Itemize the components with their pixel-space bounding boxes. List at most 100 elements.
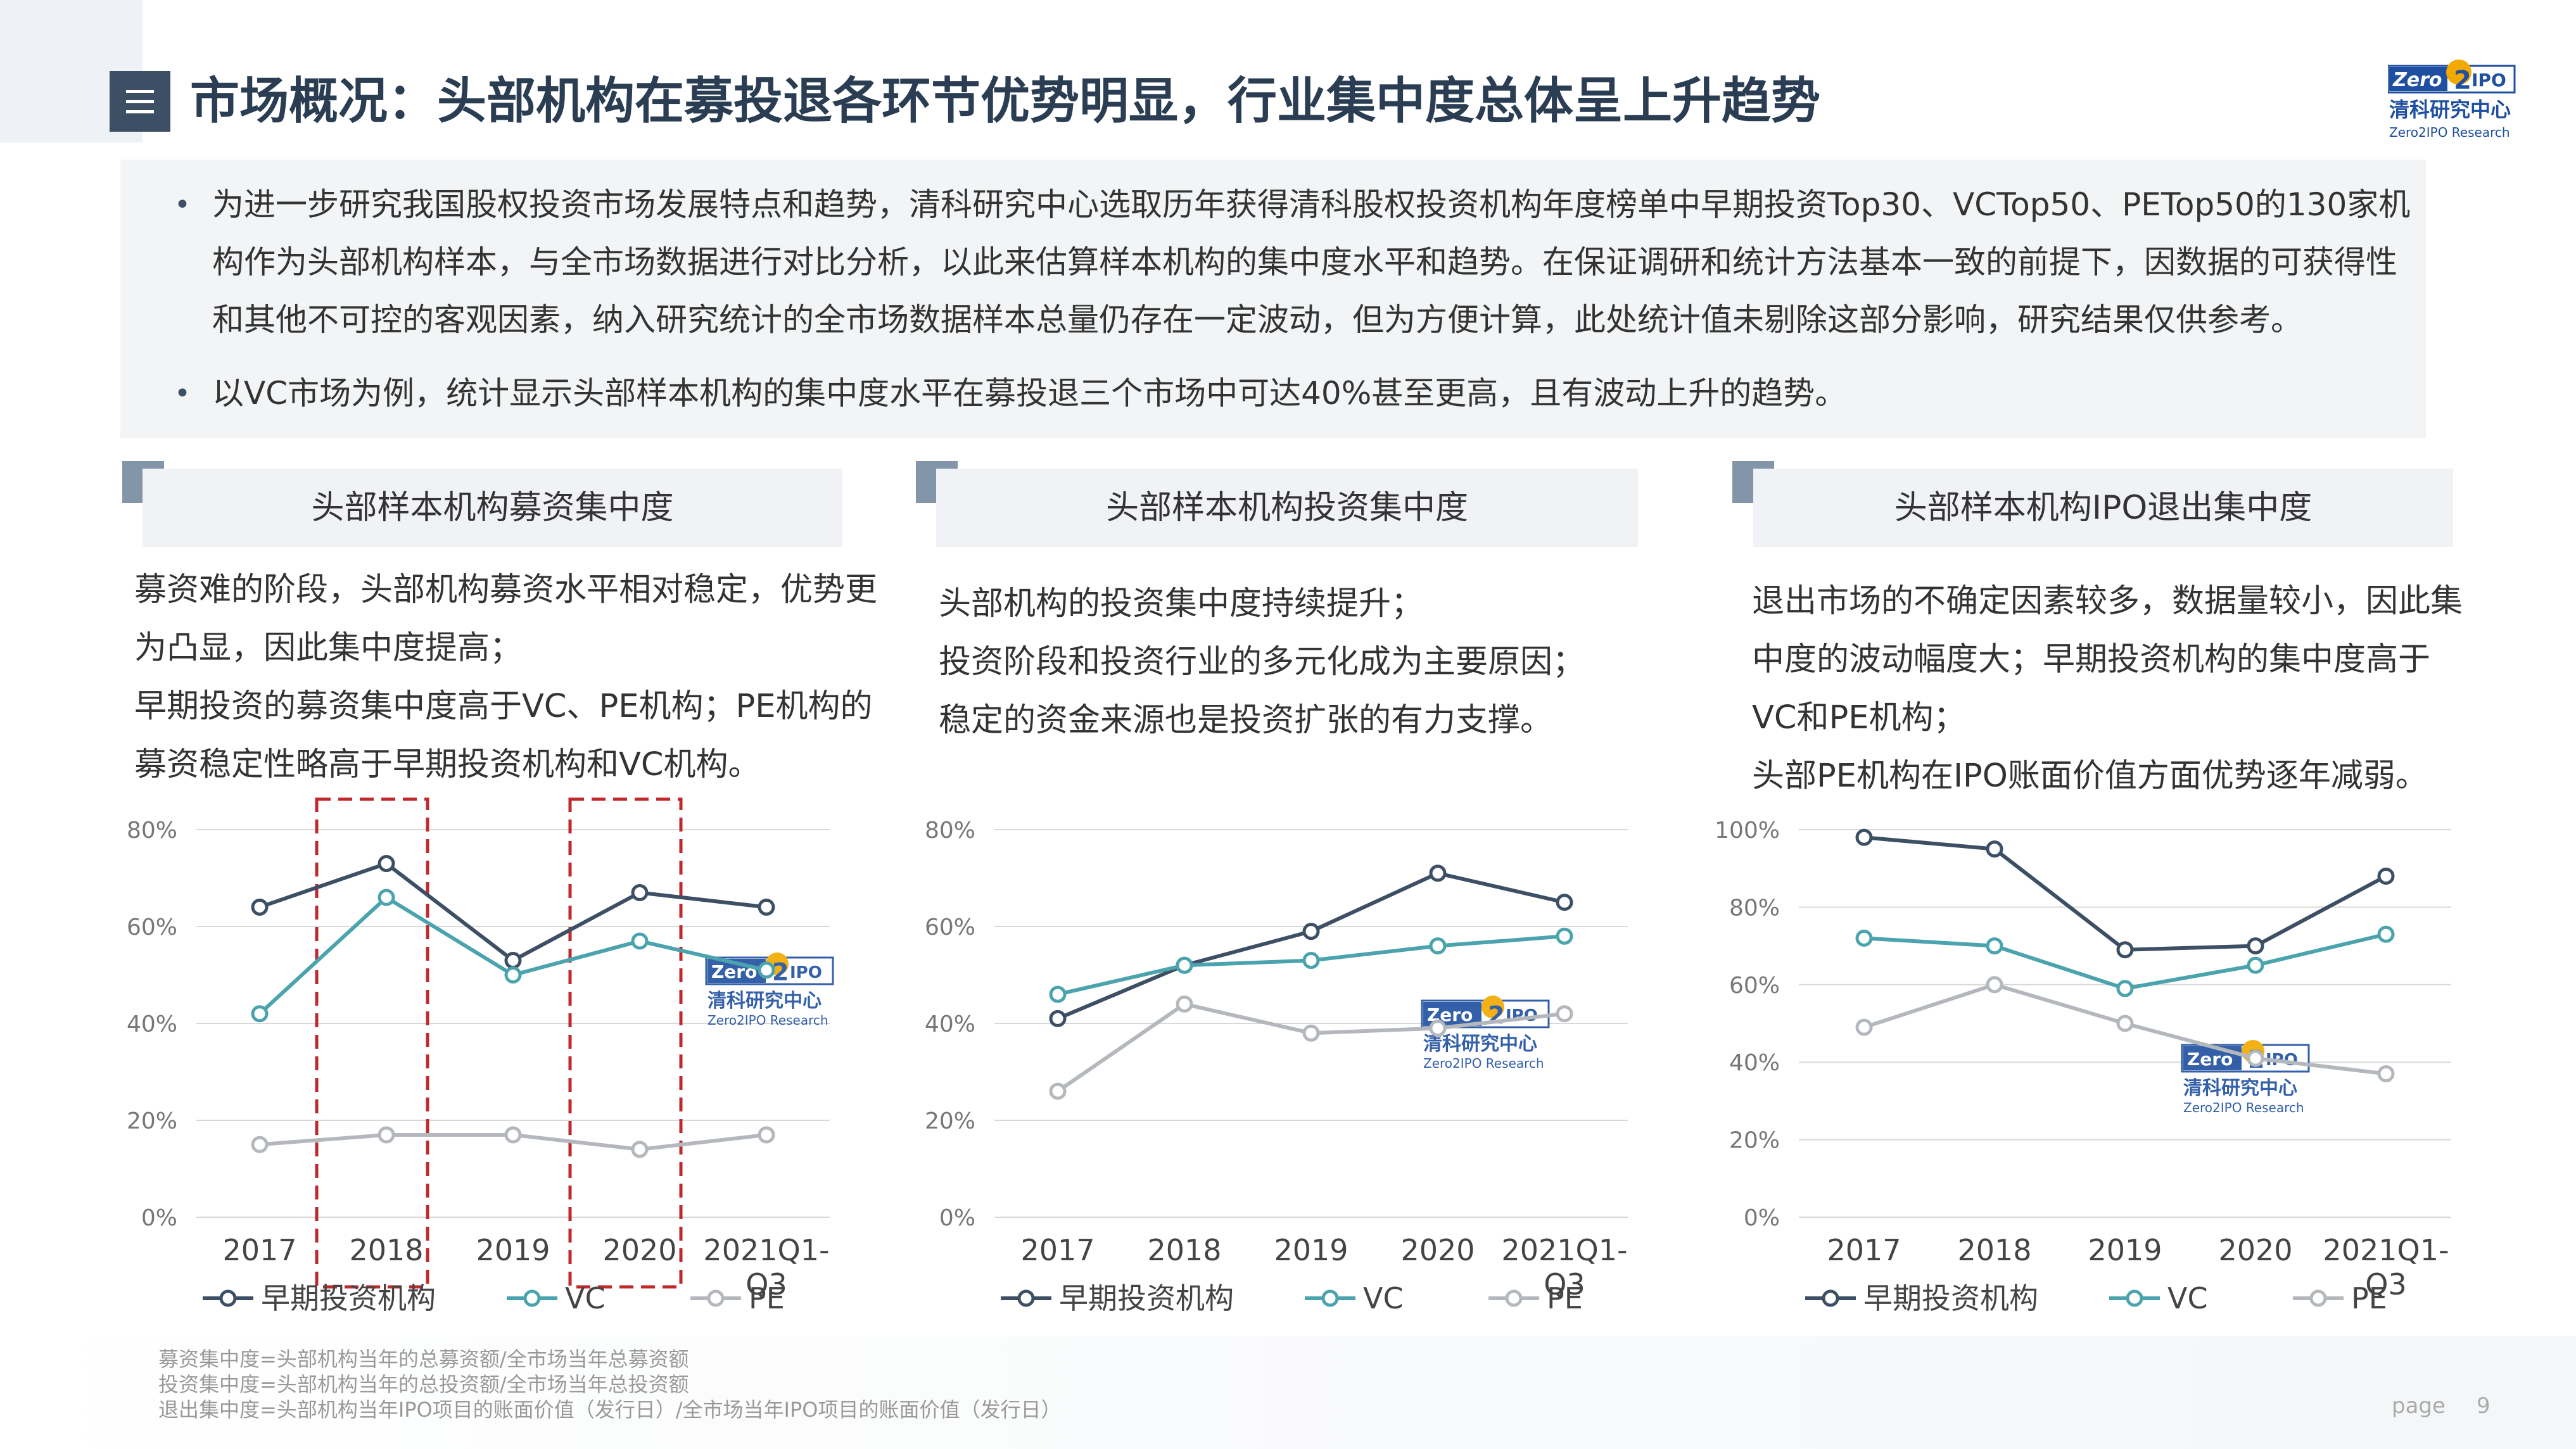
y-tick-label: 40% <box>1729 1050 1780 1076</box>
bullet-icon: • <box>174 377 191 410</box>
legend-label: PE <box>2351 1281 2387 1315</box>
watermark-name: 清科研究中心 <box>707 990 822 1012</box>
legend-label: VC <box>2167 1281 2208 1315</box>
data-point <box>1855 1018 1873 1036</box>
data-point <box>1302 952 1320 970</box>
data-point <box>1556 1005 1573 1023</box>
watermark-number: 2 <box>772 958 789 986</box>
legend-marker <box>1822 1289 1839 1307</box>
logo-name-en: Zero2IPO Research <box>2389 125 2510 140</box>
legend-marker <box>1505 1289 1523 1307</box>
section-title-ipo-exit: 头部样本机构IPO退出集中度 <box>1753 469 2453 547</box>
data-point <box>2377 925 2395 943</box>
section-desc-investment: 头部机构的投资集中度持续提升； 投资阶段和投资行业的多元化成为主要原因； 稳定的… <box>939 585 1585 739</box>
x-tick-label: 2019 <box>2088 1233 2162 1267</box>
data-point <box>1556 927 1573 945</box>
page-label: page <box>2392 1393 2446 1419</box>
data-point <box>631 883 649 901</box>
legend-label: 早期投资机构 <box>1059 1281 1234 1315</box>
legend-marker <box>1017 1289 1035 1307</box>
x-tick-label: 2019 <box>1274 1233 1348 1267</box>
data-point <box>251 1005 269 1023</box>
legend-label: VC <box>1363 1281 1404 1315</box>
data-point <box>631 1141 649 1158</box>
legend-label: 早期投资机构 <box>1863 1281 2038 1315</box>
watermark-name: 清科研究中心 <box>2183 1077 2297 1099</box>
data-point <box>1986 976 2003 994</box>
watermark-dot <box>1482 996 1504 1018</box>
legend-marker <box>1321 1289 1339 1307</box>
data-point <box>2247 956 2264 974</box>
x-tick-label: 2020 <box>2218 1233 2292 1267</box>
y-tick-label: 20% <box>127 1108 177 1134</box>
data-point <box>2247 1049 2264 1067</box>
x-tick-label: Q3 <box>1544 1267 1585 1301</box>
logo-name: 清科研究中心 <box>2389 98 2511 122</box>
data-point <box>1429 937 1447 955</box>
y-tick-label: 60% <box>127 914 177 940</box>
data-point <box>1302 1024 1320 1042</box>
page-title: 市场概况：头部机构在募投退各环节优势明显，行业集中度总体呈上升趋势 <box>190 73 1821 130</box>
data-point <box>378 1126 395 1144</box>
intro-text-line: 以VC市场为例，统计显示头部样本机构的集中度水平在募投退三个市场中可达40%甚至… <box>212 375 1847 412</box>
intro-panel: • 为进一步研究我国股权投资市场发展特点和趋势，清科研究中心选取历年获得清科股权… <box>120 160 2426 438</box>
series-line <box>1863 835 2387 952</box>
y-tick-label: 80% <box>1729 895 1780 921</box>
data-point <box>1855 828 1873 846</box>
data-point <box>1429 1020 1447 1037</box>
data-point <box>504 1126 522 1144</box>
section-desc-ipo-exit: 退出市场的不确定因素较多，数据量较小，因此集 中度的波动幅度大；早期投资机构的集… <box>1752 583 2463 795</box>
logo-tail: IPO <box>2471 70 2506 91</box>
watermark-name-en: Zero2IPO Research <box>1423 1056 1544 1071</box>
watermark-word: Zero <box>2187 1049 2233 1070</box>
data-point <box>1986 840 2003 858</box>
data-point <box>758 1126 775 1144</box>
y-tick-label: 40% <box>127 1011 177 1037</box>
x-tick-label: Q3 <box>746 1267 787 1301</box>
footnote: 募资集中度=头部机构当年的总募资额/全市场当年总募资额 <box>158 1347 689 1371</box>
page-number: 9 <box>2477 1393 2490 1419</box>
x-tick-label: 2017 <box>1020 1233 1094 1267</box>
section-desc-fundraising: 募资难的阶段，头部机构募资水平相对稳定，优势更 为凸显，因此集中度提高； 早期投… <box>134 571 878 783</box>
watermark-number: 2 <box>1488 1001 1504 1029</box>
x-tick-label: 2018 <box>1957 1233 2031 1267</box>
y-tick-label: 20% <box>925 1108 975 1134</box>
x-tick-label: 2017 <box>1827 1233 1901 1267</box>
intro-text-line: 和其他不可控的客观因素，纳入研究统计的全市场数据样本总量仍存在一定波动，但为方便… <box>212 301 2302 338</box>
x-tick-label: 2018 <box>1147 1233 1221 1267</box>
data-point <box>2247 937 2264 955</box>
legend-label: VC <box>565 1281 606 1315</box>
data-point <box>1176 995 1193 1013</box>
data-point <box>631 932 649 950</box>
footer-band <box>0 1336 2576 1449</box>
x-tick-label: 2017 <box>222 1233 296 1267</box>
data-point <box>1176 956 1193 974</box>
data-point <box>1049 985 1067 1003</box>
data-point <box>251 898 269 916</box>
data-point <box>2116 980 2134 997</box>
data-point <box>1302 923 1320 940</box>
data-point <box>2116 1015 2134 1032</box>
x-tick-label: 2020 <box>1400 1233 1475 1267</box>
y-tick-label: 0% <box>939 1205 975 1231</box>
x-tick-label: 2018 <box>349 1233 423 1267</box>
x-tick-label: 2021Q1- <box>1501 1233 1627 1267</box>
menu-icon[interactable] <box>110 71 170 132</box>
watermark-name-en: Zero2IPO Research <box>2183 1100 2304 1115</box>
x-tick-label: Q3 <box>2365 1267 2406 1301</box>
y-tick-label: 100% <box>1715 818 1780 844</box>
watermark-name: 清科研究中心 <box>1423 1033 1537 1055</box>
y-tick-label: 80% <box>925 818 975 844</box>
y-tick-label: 0% <box>1744 1205 1780 1231</box>
y-tick-label: 40% <box>925 1011 975 1037</box>
watermark-tail: IPO <box>790 963 822 982</box>
legend-label: PE <box>1547 1281 1583 1315</box>
data-point <box>758 898 775 916</box>
watermark-name-en: Zero2IPO Research <box>707 1013 828 1028</box>
data-point <box>504 952 522 970</box>
legend-label: 早期投资机构 <box>261 1281 436 1315</box>
legend-marker <box>2126 1289 2143 1307</box>
data-point <box>1049 1009 1067 1027</box>
x-tick-label: 2021Q1- <box>2323 1233 2449 1267</box>
